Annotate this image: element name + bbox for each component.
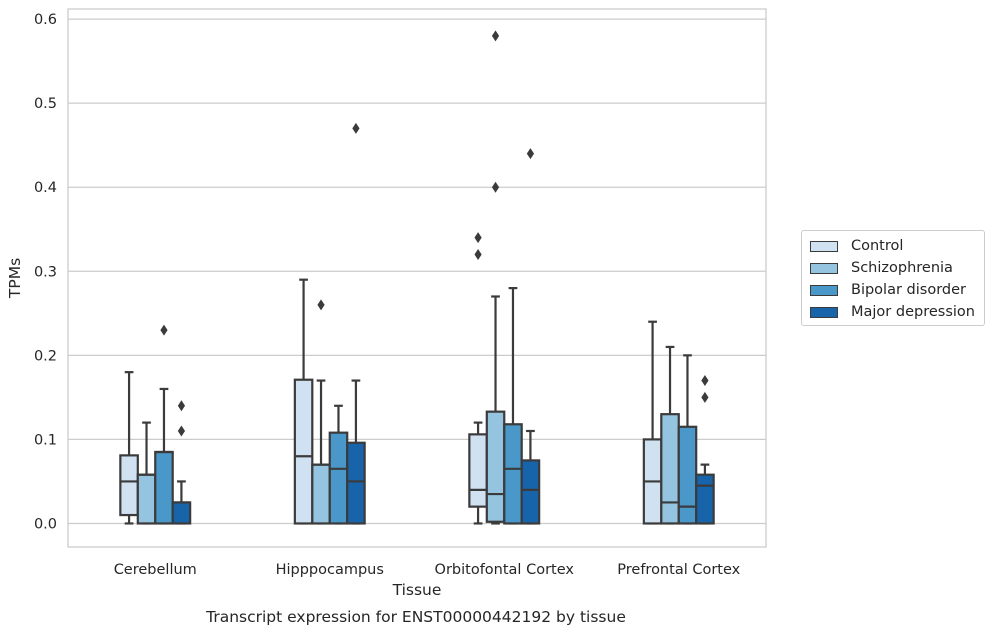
box-major-depression-1 bbox=[346, 122, 366, 525]
legend-label-schizophrenia: Schizophrenia bbox=[851, 260, 953, 276]
y-tick-label: 0.3 bbox=[34, 264, 57, 280]
legend-item-bipolar-disorder: Bipolar disorder bbox=[810, 280, 966, 300]
box-control-0 bbox=[119, 371, 139, 525]
box-schizophrenia-1 bbox=[311, 299, 331, 525]
y-tick-labels: 0.0 0.1 0.2 0.3 0.4 0.5 0.6 bbox=[34, 12, 57, 532]
x-tick-labels: Cerebellum Hipppocampus Orbitofontal Corte… bbox=[114, 562, 741, 578]
box-iqr bbox=[311, 463, 331, 525]
x-tick-label: Cerebellum bbox=[114, 562, 197, 578]
legend-label-major-depression: Major depression bbox=[851, 304, 975, 320]
legend-item-control: Control bbox=[810, 236, 903, 256]
box-schizophrenia-2 bbox=[485, 30, 506, 525]
outlier-point bbox=[474, 248, 482, 260]
box-iqr bbox=[154, 450, 174, 525]
box-iqr bbox=[119, 454, 139, 517]
legend-swatch-major-depression bbox=[810, 306, 838, 318]
box-iqr bbox=[346, 441, 366, 525]
box-iqr bbox=[171, 501, 192, 525]
box-bipolar-disorder-3 bbox=[677, 354, 698, 525]
box-series bbox=[119, 30, 715, 525]
outlier-point bbox=[177, 425, 186, 437]
box-schizophrenia-3 bbox=[660, 345, 680, 525]
y-tick-label: 0.6 bbox=[34, 12, 57, 28]
box-iqr bbox=[695, 473, 715, 525]
legend-swatch-schizophrenia bbox=[810, 262, 838, 274]
outlier-point bbox=[352, 122, 360, 134]
y-tick-label: 0.0 bbox=[34, 516, 57, 532]
box-control-2 bbox=[468, 232, 488, 525]
x-tick-label: Orbitofontal Cortex bbox=[435, 562, 575, 578]
box-iqr bbox=[660, 413, 680, 525]
box-iqr bbox=[136, 473, 157, 525]
outlier-point bbox=[491, 30, 500, 42]
x-tick-label: Hipppocampus bbox=[276, 562, 384, 578]
box-schizophrenia-0 bbox=[136, 421, 157, 525]
box-iqr bbox=[503, 423, 523, 525]
outlier-point bbox=[701, 375, 709, 387]
grid-lines bbox=[68, 18, 766, 525]
y-axis-label: TPMs bbox=[6, 258, 24, 299]
box-iqr bbox=[328, 431, 349, 525]
box-control-1 bbox=[293, 278, 314, 525]
y-tick-label: 0.5 bbox=[34, 96, 57, 112]
box-iqr bbox=[677, 425, 698, 525]
x-tick-label: Prefrontal Cortex bbox=[617, 562, 740, 578]
box-major-depression-3 bbox=[695, 375, 715, 525]
box-iqr bbox=[293, 378, 314, 525]
plot-frame bbox=[67, 8, 767, 548]
legend: Control Schizophrenia Bipolar disorder M… bbox=[801, 230, 985, 326]
box-bipolar-disorder-1 bbox=[328, 404, 349, 525]
x-axis-label: Tissue bbox=[392, 581, 442, 599]
outlier-point bbox=[474, 232, 482, 244]
legend-label-control: Control bbox=[851, 238, 904, 254]
outlier-point bbox=[491, 181, 500, 193]
box-iqr bbox=[520, 459, 541, 525]
legend-item-schizophrenia: Schizophrenia bbox=[810, 258, 953, 278]
legend-item-major-depression: Major depression bbox=[810, 302, 975, 322]
box-control-3 bbox=[642, 320, 663, 525]
outlier-point bbox=[317, 299, 325, 311]
outlier-point bbox=[701, 391, 709, 403]
outlier-point bbox=[160, 324, 168, 336]
box-major-depression-2 bbox=[520, 148, 541, 525]
box-iqr bbox=[485, 410, 506, 523]
box-bipolar-disorder-2 bbox=[503, 286, 523, 525]
box-iqr bbox=[468, 433, 488, 508]
y-tick-label: 0.2 bbox=[34, 348, 57, 364]
legend-swatch-control bbox=[810, 240, 838, 252]
chart-title: Transcript expression for ENST0000044219… bbox=[205, 608, 626, 626]
outlier-point bbox=[526, 148, 535, 160]
y-tick-label: 0.1 bbox=[34, 432, 57, 448]
legend-swatch-bipolar-disorder bbox=[810, 284, 838, 296]
outlier-point bbox=[177, 400, 186, 412]
y-tick-label: 0.4 bbox=[34, 180, 57, 196]
box-bipolar-disorder-0 bbox=[154, 324, 174, 525]
box-major-depression-0 bbox=[171, 400, 192, 525]
legend-label-bipolar-disorder: Bipolar disorder bbox=[851, 282, 966, 298]
